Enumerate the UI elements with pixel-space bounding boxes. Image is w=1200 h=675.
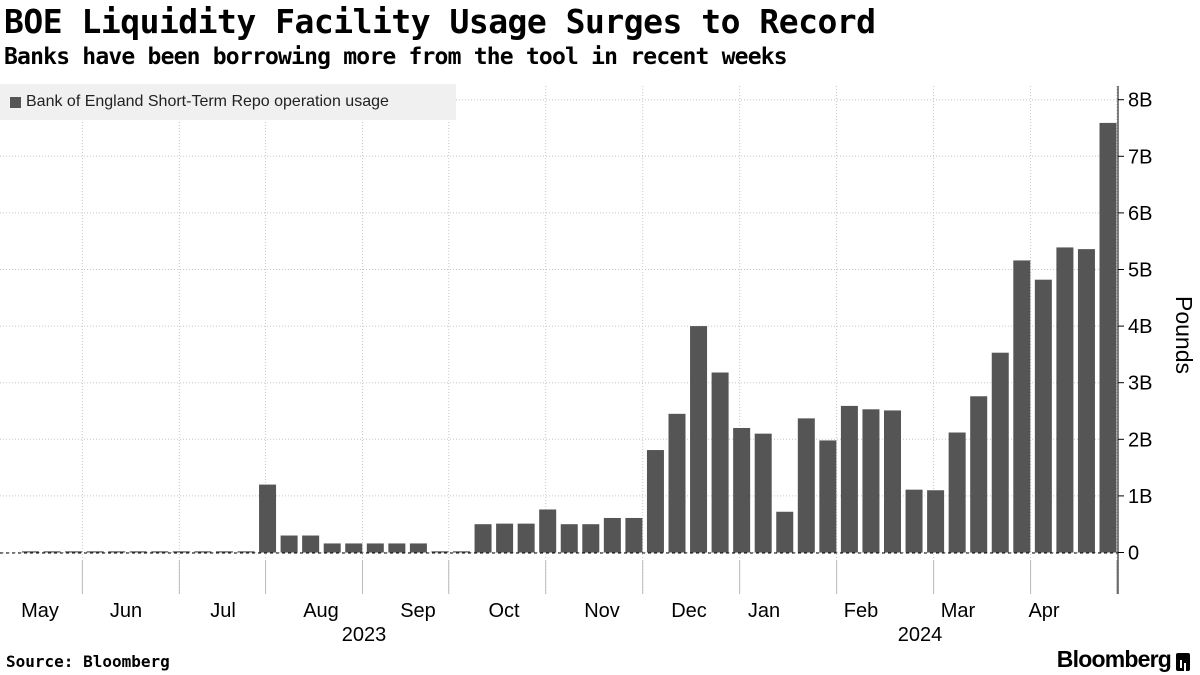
bar: [259, 484, 277, 553]
y-tick-label: 3B: [1128, 373, 1152, 395]
chart-subtitle: Banks have been borrowing more from the …: [4, 44, 788, 70]
chart-title: BOE Liquidity Facility Usage Surges to R…: [4, 2, 876, 41]
x-month-label: Nov: [584, 600, 620, 622]
x-month-label: May: [21, 600, 59, 622]
bar: [22, 551, 39, 553]
bar: [86, 551, 104, 553]
bar: [948, 432, 966, 553]
bar: [539, 509, 557, 553]
bar: [1056, 247, 1074, 553]
bar: [927, 490, 945, 553]
bar: [797, 418, 815, 553]
bar: [194, 551, 212, 553]
y-tick-label: 8B: [1128, 90, 1152, 112]
bar: [776, 511, 794, 553]
bar: [819, 440, 837, 553]
bar: [388, 543, 406, 553]
x-month-label: Sep: [400, 600, 436, 622]
bar: [862, 409, 880, 553]
x-month-label: Feb: [844, 600, 878, 622]
bar: [991, 352, 1009, 553]
y-tick-label: 6B: [1128, 203, 1152, 225]
x-month-label: Apr: [1028, 600, 1059, 622]
legend-label: Bank of England Short-Term Repo operatio…: [26, 93, 389, 110]
bar: [302, 535, 320, 553]
bar: [1099, 122, 1117, 553]
bar: [646, 450, 664, 553]
bar: [840, 405, 858, 553]
legend-swatch: [10, 96, 21, 108]
bar: [884, 410, 901, 553]
source-note: Source: Bloomberg: [6, 652, 170, 671]
x-month-label: Dec: [671, 600, 707, 622]
x-month-label: Jan: [748, 600, 780, 622]
y-tick-label: 0: [1128, 543, 1139, 565]
bar: [1077, 249, 1095, 553]
y-tick-label: 2B: [1128, 429, 1152, 451]
bar: [323, 543, 341, 553]
x-month-label: Jun: [110, 600, 142, 622]
bar: [453, 551, 470, 553]
bar: [366, 543, 384, 553]
bars: [22, 122, 1117, 553]
bar: [345, 543, 363, 553]
bar: [65, 551, 83, 553]
x-year-label: 2023: [342, 624, 387, 646]
bar: [43, 551, 61, 553]
bloomberg-logo-icon: [1176, 652, 1190, 671]
bar: [474, 524, 492, 553]
y-tick-label: 5B: [1128, 260, 1152, 282]
bar: [151, 551, 169, 553]
bar: [625, 517, 643, 553]
bar: [582, 524, 600, 553]
bar: [237, 551, 255, 553]
legend: Bank of England Short-Term Repo operatio…: [0, 84, 456, 120]
bar: [517, 523, 535, 553]
bar: [129, 551, 147, 553]
x-year-label: 2024: [898, 624, 943, 646]
bar: [172, 551, 190, 553]
bar: [431, 551, 449, 553]
bar: [711, 372, 729, 553]
x-month-label: Oct: [488, 600, 520, 622]
x-month-label: Mar: [941, 600, 976, 622]
y-tick-label: 1B: [1128, 486, 1152, 508]
x-month-label: Aug: [303, 600, 339, 622]
axes: 0 1B 2B 3B 4B 5B 6B 7B 8B Pounds May Jun Jul Aug Sep Oc…: [0, 86, 1197, 646]
bar: [108, 551, 126, 553]
bar: [1013, 260, 1031, 553]
bar: [905, 489, 923, 553]
x-month-label: Jul: [210, 600, 236, 622]
bar: [603, 517, 621, 553]
y-tick-label: 7B: [1128, 146, 1152, 168]
brand-name: Bloomberg: [1056, 646, 1172, 672]
y-tick-label: 4B: [1128, 316, 1152, 338]
bar: [496, 523, 514, 553]
y-axis-title: Pounds: [1171, 296, 1197, 374]
bar: [280, 535, 298, 553]
bar: [409, 543, 427, 553]
bar: [733, 427, 751, 553]
bar: [690, 326, 708, 553]
bar: [970, 396, 988, 553]
bar: [215, 551, 233, 553]
brand-logo: Bloomberg: [1057, 646, 1190, 673]
bar: [1034, 279, 1052, 553]
bar: [754, 433, 772, 553]
bar: [668, 413, 686, 553]
bar: [560, 524, 578, 553]
